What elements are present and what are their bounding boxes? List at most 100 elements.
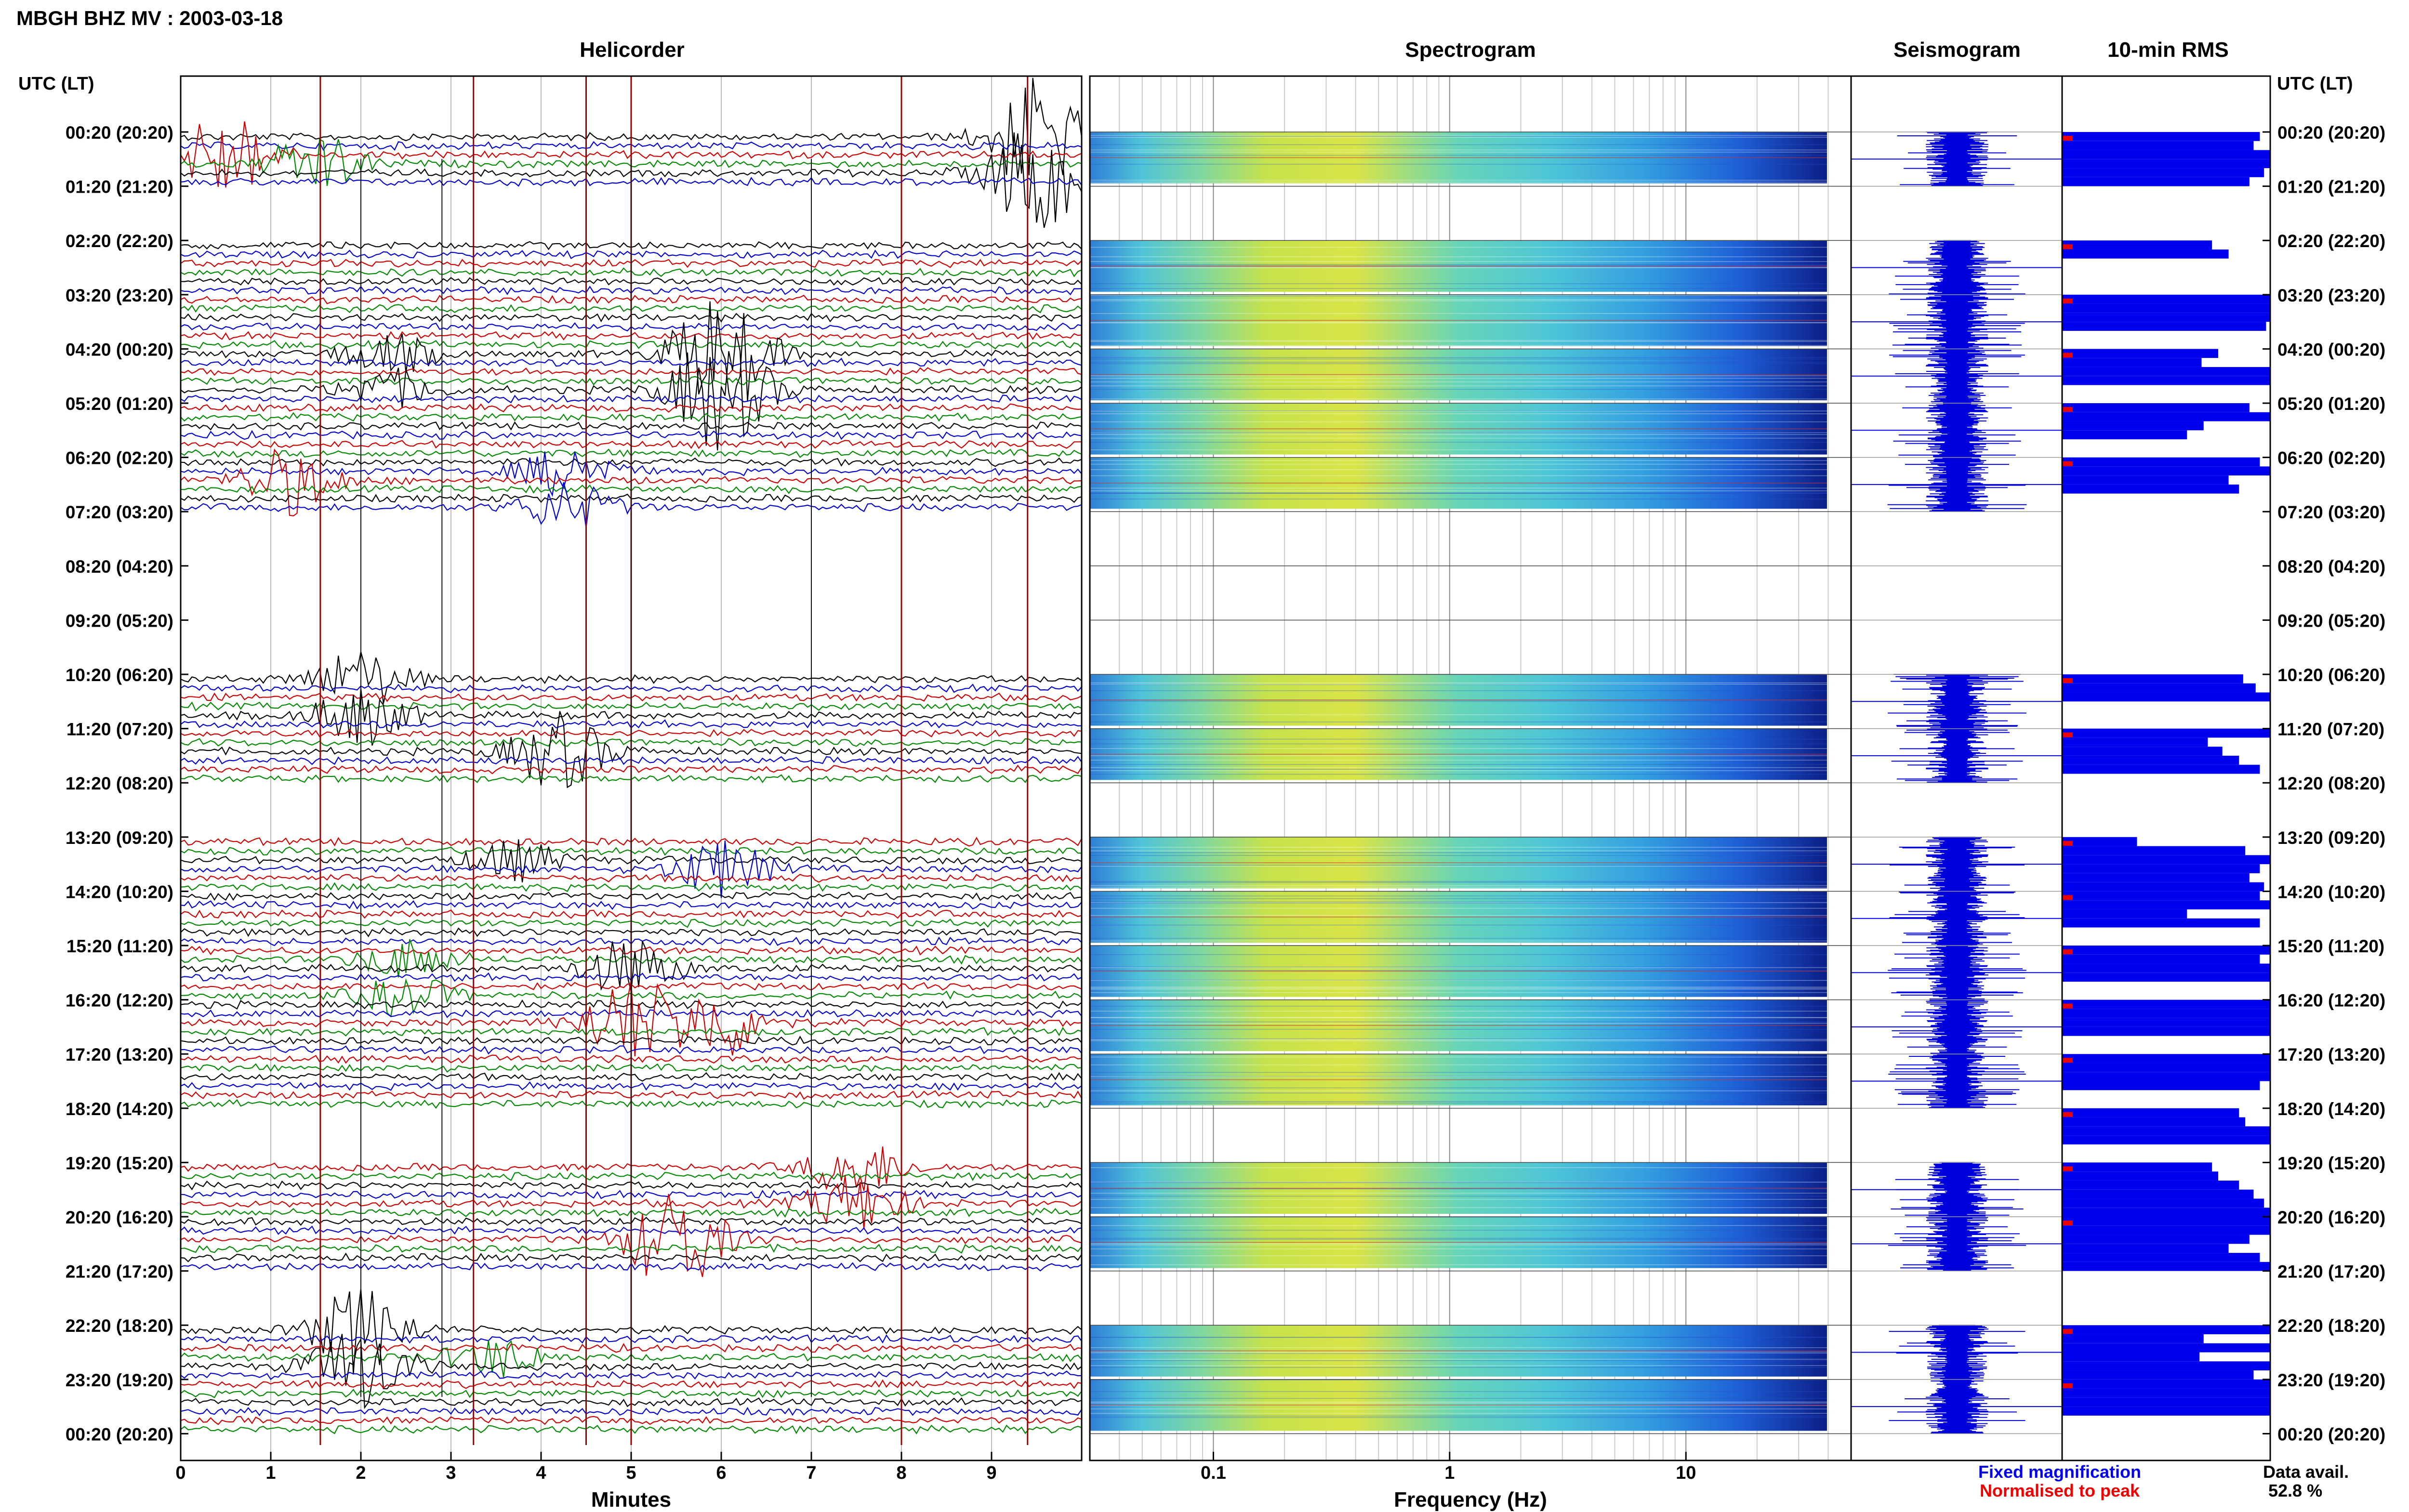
rms-frame [2061, 75, 2271, 1461]
rms-peak-mark [2062, 1383, 2073, 1388]
time-label-left: 00:20 (20:20) [66, 1424, 173, 1444]
time-label-left: 16:20 (12:20) [66, 991, 173, 1011]
rms-peak-mark [2062, 895, 2073, 900]
rms-bar [2062, 755, 2239, 765]
rms-bar [2062, 403, 2250, 412]
rms-bar [2062, 1343, 2270, 1353]
frequency-tick-label: 1 [1444, 1463, 1455, 1483]
rms-bar [2062, 1171, 2218, 1181]
rms-bar [2062, 737, 2208, 747]
time-label-left: 03:20 (23:20) [66, 286, 173, 305]
rms-bar [2062, 1198, 2264, 1208]
rms-bar [2062, 1225, 2270, 1235]
time-label-left: 17:20 (13:20) [66, 1045, 173, 1065]
time-label-right: 03:20 (23:20) [2277, 286, 2385, 305]
rms-bar [2062, 1162, 2212, 1172]
rms-bar [2062, 1397, 2270, 1407]
rms-bar [2062, 1189, 2254, 1199]
x-axis-ticks: 0 1 2 3 4 5 6 7 8 9 0.1 1 10 [175, 1452, 1696, 1483]
legend-fixed-magnification: Fixed magnification [1978, 1462, 2141, 1482]
rms-bar [2062, 1081, 2260, 1091]
time-label-right: 15:20 (11:20) [2277, 936, 2384, 956]
rms-bar [2062, 728, 2270, 738]
rms-bar [2062, 946, 2270, 955]
rms-bar [2062, 240, 2212, 250]
time-label-left: 08:20 (04:20) [66, 557, 173, 577]
rms-bar [2062, 322, 2266, 331]
rms-panel [2062, 132, 2270, 1416]
rms-bar [2062, 484, 2239, 494]
time-label-right: 16:20 (12:20) [2277, 991, 2385, 1011]
time-label-right: 14:20 (10:20) [2277, 882, 2385, 902]
rms-bar [2062, 159, 2270, 169]
rms-bar [2062, 475, 2229, 485]
rms-peak-mark [2062, 1058, 2073, 1063]
rms-bar [2062, 1026, 2270, 1036]
rms-bar [2062, 1126, 2270, 1136]
time-label-right: 08:20 (04:20) [2277, 557, 2385, 577]
rms-bar [2062, 430, 2187, 440]
rms-bar [2062, 909, 2187, 919]
rms-peak-mark [2062, 678, 2073, 683]
minute-tick-label: 6 [716, 1463, 726, 1483]
rms-peak-mark [2062, 1329, 2073, 1334]
time-label-left: 11:20 (07:20) [66, 720, 173, 739]
time-label-right: 19:20 (15:20) [2277, 1153, 2385, 1173]
time-label-left: 07:20 (03:20) [66, 502, 173, 522]
rms-bar [2062, 1208, 2270, 1217]
rms-peak-mark [2062, 1221, 2073, 1225]
minutes-axis-label: Minutes [591, 1488, 671, 1512]
time-label-right: 21:20 (17:20) [2277, 1262, 2385, 1282]
rms-bar [2062, 999, 2270, 1009]
rms-bar [2062, 963, 2270, 973]
rms-bar [2062, 1407, 2270, 1416]
time-label-right: 23:20 (19:20) [2277, 1370, 2385, 1390]
rms-bar [2062, 900, 2270, 909]
rms-bar [2062, 367, 2270, 376]
helicorder-title: Helicorder [580, 38, 685, 62]
rms-peak-mark [2062, 1112, 2073, 1117]
rms-peak-mark [2062, 461, 2073, 466]
rms-bar [2062, 918, 2260, 928]
rms-bar [2062, 1054, 2270, 1063]
rms-bar [2062, 1361, 2270, 1371]
rms-bar [2062, 747, 2223, 756]
rms-bar [2062, 1217, 2270, 1226]
time-label-left: 01:20 (21:20) [66, 177, 173, 197]
time-label-left: 15:20 (11:20) [66, 936, 173, 956]
minute-tick-label: 5 [626, 1463, 636, 1483]
rms-bar [2062, 1379, 2270, 1389]
time-label-right: 05:20 (01:20) [2277, 394, 2385, 414]
rms-bar [2062, 132, 2260, 141]
time-label-left: 22:20 (18:20) [66, 1316, 173, 1336]
minute-tick-label: 4 [536, 1463, 546, 1483]
seismogram-panel [1851, 131, 2062, 1434]
time-label-left: 05:20 (01:20) [66, 394, 173, 414]
helicorder-panel [180, 76, 1083, 1460]
rms-bar [2062, 249, 2229, 259]
rms-title: 10-min RMS [2107, 38, 2229, 62]
minute-tick-label: 7 [806, 1463, 816, 1483]
data-availability-value: 52.8 % [2268, 1481, 2322, 1500]
time-label-left: 19:20 (15:20) [66, 1153, 173, 1173]
spectrogram-title: Spectrogram [1405, 38, 1535, 62]
rms-bar [2062, 141, 2254, 150]
rms-bar [2062, 837, 2137, 846]
rms-bar [2062, 412, 2270, 421]
rms-bar [2062, 1244, 2229, 1253]
rms-peak-mark [2062, 136, 2073, 141]
rms-bar [2062, 1352, 2200, 1362]
figure-title: MBGH BHZ MV : 2003-03-18 [16, 7, 283, 29]
rms-bar [2062, 1262, 2270, 1271]
time-label-right: 00:20 (20:20) [2277, 123, 2385, 143]
rms-bar [2062, 1180, 2239, 1190]
rms-bar [2062, 358, 2202, 367]
minute-tick-label: 1 [265, 1463, 276, 1483]
rms-bar [2062, 457, 2260, 467]
time-label-right: 17:20 (13:20) [2277, 1045, 2385, 1065]
time-axis-labels: 00:20 (20:20) 00:20 (20:20) 01:20 (21:20) 0… [66, 123, 2385, 1444]
frequency-axis-label: Frequency (Hz) [1394, 1488, 1547, 1512]
rms-bar [2062, 1108, 2239, 1118]
time-label-right: 07:20 (03:20) [2277, 502, 2385, 522]
spectrogram-panel [1090, 76, 1851, 1460]
